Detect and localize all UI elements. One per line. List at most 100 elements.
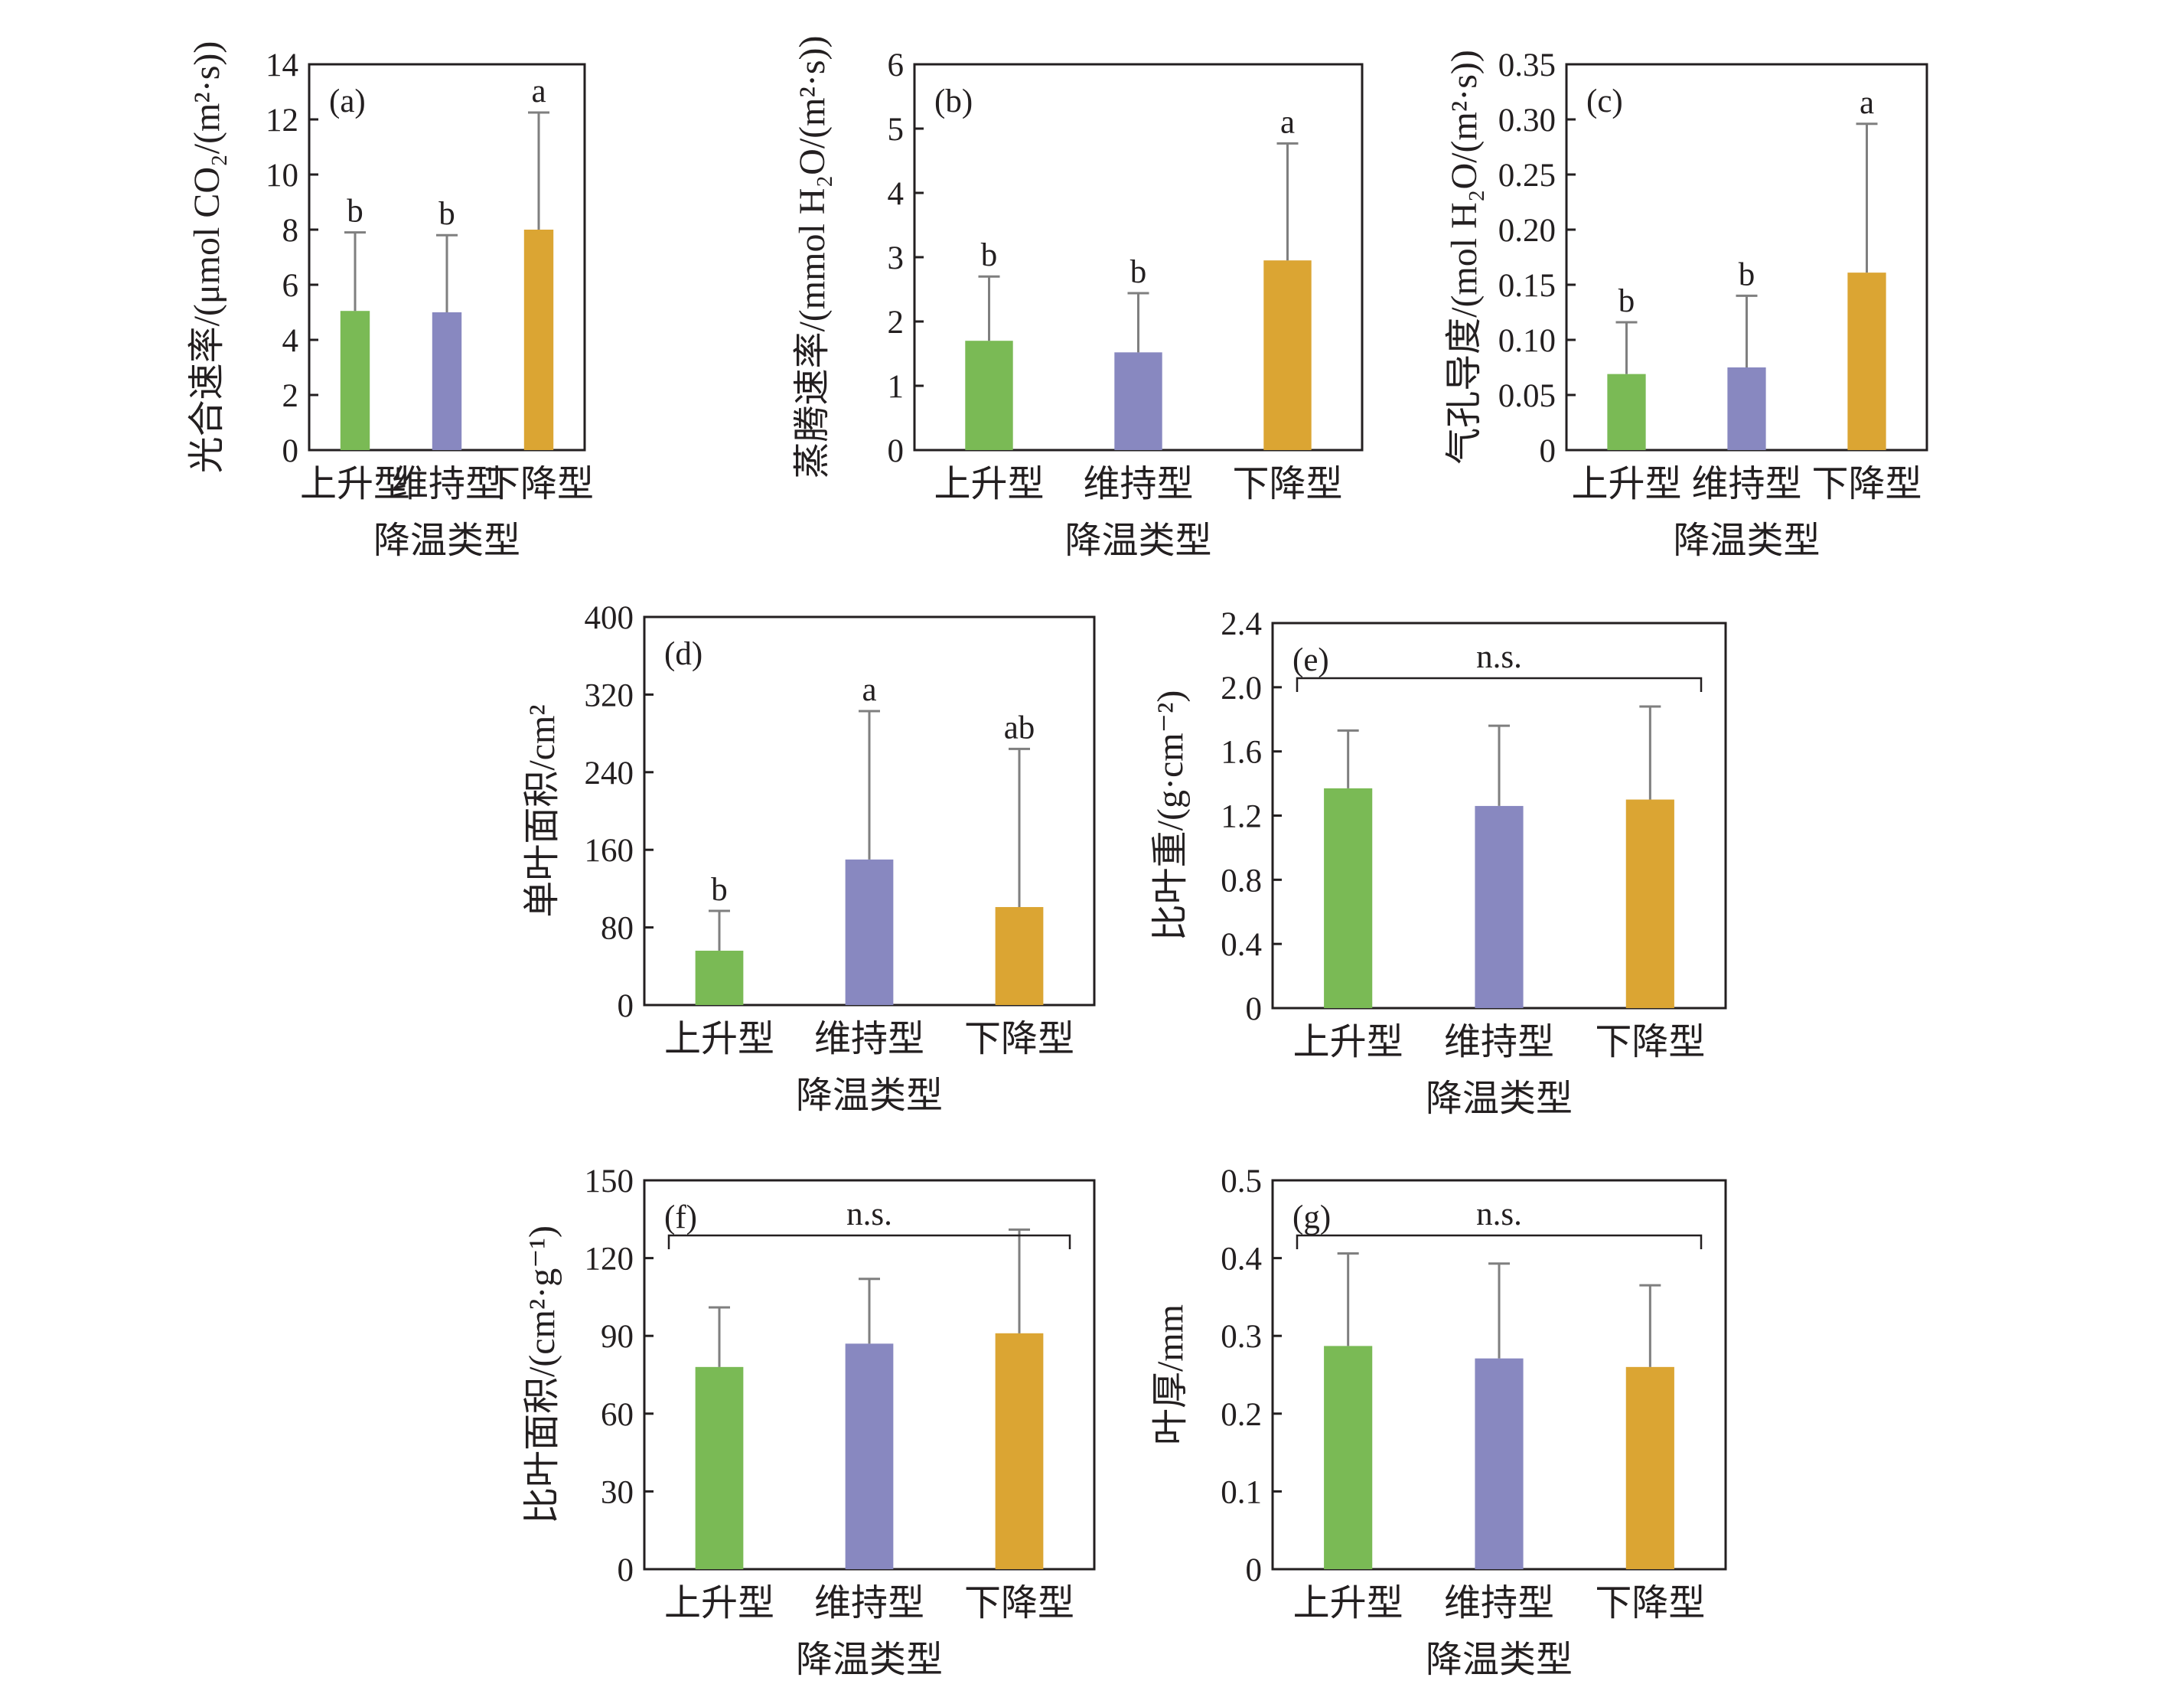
panel-label: (g) xyxy=(1292,1199,1331,1235)
y-tick-label: 150 xyxy=(585,1163,634,1199)
y-tick-label: 0 xyxy=(1540,433,1557,469)
y-tick-label: 6 xyxy=(282,268,299,304)
significance-bracket xyxy=(1296,1234,1703,1249)
x-category-label: 下降型 xyxy=(1811,464,1922,504)
error-bar xyxy=(1337,729,1359,788)
y-axis-title: 比叶面积/(cm²·g⁻¹) xyxy=(522,1225,562,1524)
y-axis-title: 蒸腾速率/(mmol H₂O/(m²·s)) xyxy=(792,35,833,478)
x-category-label: 上升型 xyxy=(300,464,410,504)
significance-label: b xyxy=(438,196,455,232)
y-tick-label: 8 xyxy=(282,213,299,249)
bracket-label: n.s. xyxy=(1476,639,1522,675)
error-bar xyxy=(1856,122,1878,273)
y-tick-label: 2.4 xyxy=(1221,606,1262,642)
y-axis-title: 叶厚/mm xyxy=(1150,1304,1191,1445)
y-tick-label: 10 xyxy=(266,158,298,194)
error-bar xyxy=(978,275,1000,341)
y-tick-label: 14 xyxy=(266,47,298,83)
y-tick-label: 5 xyxy=(888,112,905,148)
significance-label: b xyxy=(1130,254,1147,290)
bracket-label: n.s. xyxy=(1476,1196,1522,1232)
x-category-label: 上升型 xyxy=(1293,1022,1403,1062)
significance-label: b xyxy=(1739,256,1755,292)
y-tick-label: 0.35 xyxy=(1498,47,1556,83)
error-bar xyxy=(859,1278,880,1344)
x-axis-title: 降温类型 xyxy=(796,1640,943,1680)
significance-label: a xyxy=(531,73,546,109)
bar xyxy=(1475,1358,1524,1569)
bar xyxy=(1263,260,1312,450)
bar xyxy=(1324,1346,1373,1569)
bar xyxy=(995,906,1044,1005)
y-tick-label: 0 xyxy=(888,433,905,469)
significance-label: a xyxy=(862,672,876,708)
bar xyxy=(845,859,894,1005)
bar xyxy=(432,312,462,450)
panel-label: (e) xyxy=(1292,642,1329,678)
y-tick-label: 4 xyxy=(888,176,905,212)
bar xyxy=(1625,1366,1674,1569)
bar xyxy=(965,341,1013,450)
y-tick-label: 1.6 xyxy=(1221,735,1262,771)
y-tick-label: 6 xyxy=(888,47,905,83)
significance-label: b xyxy=(347,194,363,230)
y-tick-label: 0 xyxy=(1246,991,1263,1027)
panel-label: (f) xyxy=(664,1199,697,1235)
bar xyxy=(995,1333,1044,1569)
y-tick-label: 0.20 xyxy=(1498,213,1556,249)
x-axis-title: 降温类型 xyxy=(373,521,520,561)
error-bar xyxy=(1615,321,1638,374)
x-category-label: 维持型 xyxy=(1083,464,1193,504)
y-tick-label: 0.25 xyxy=(1498,158,1556,194)
y-tick-label: 60 xyxy=(601,1397,634,1433)
error-bar xyxy=(1639,1284,1661,1367)
x-category-label: 下降型 xyxy=(1232,464,1342,504)
significance-label: b xyxy=(1618,283,1635,319)
y-tick-label: 160 xyxy=(585,833,634,869)
y-tick-label: 0.5 xyxy=(1221,1163,1262,1199)
y-axis-title: 气孔导度/(mol H₂O/(m²·s)) xyxy=(1444,50,1485,465)
bar xyxy=(695,951,744,1005)
y-tick-label: 2 xyxy=(888,305,905,341)
error-bar xyxy=(1009,747,1030,907)
panel-label: (b) xyxy=(934,83,973,119)
x-category-label: 下降型 xyxy=(1595,1583,1705,1624)
error-bar xyxy=(1488,1262,1510,1359)
y-tick-label: 12 xyxy=(266,103,298,139)
x-category-label: 维持型 xyxy=(1444,1022,1554,1062)
y-tick-label: 2.0 xyxy=(1221,671,1262,707)
error-bar xyxy=(1009,1228,1030,1333)
y-tick-label: 240 xyxy=(585,756,634,791)
y-tick-label: 0 xyxy=(282,433,299,469)
error-bar xyxy=(1488,724,1510,806)
y-tick-label: 1 xyxy=(888,369,905,405)
y-tick-label: 320 xyxy=(585,677,634,713)
error-bar xyxy=(436,233,458,312)
y-tick-label: 0.4 xyxy=(1221,1242,1262,1278)
error-bar xyxy=(528,111,549,230)
y-tick-label: 120 xyxy=(585,1242,634,1278)
error-bar xyxy=(859,710,880,860)
x-category-label: 维持型 xyxy=(1444,1583,1554,1624)
panel-label: (a) xyxy=(329,83,366,119)
y-tick-label: 0.15 xyxy=(1498,268,1556,304)
y-tick-label: 0 xyxy=(1246,1552,1263,1588)
y-tick-label: 3 xyxy=(888,240,905,276)
x-category-label: 下降型 xyxy=(484,464,594,504)
x-category-label: 下降型 xyxy=(964,1583,1074,1624)
bar xyxy=(1114,352,1162,450)
y-tick-label: 0.3 xyxy=(1221,1319,1262,1355)
y-tick-label: 2 xyxy=(282,378,299,414)
x-category-label: 下降型 xyxy=(964,1019,1074,1059)
y-tick-label: 0.30 xyxy=(1498,103,1556,139)
x-axis-title: 降温类型 xyxy=(1673,521,1820,561)
significance-label: ab xyxy=(1004,710,1035,746)
y-tick-label: 0 xyxy=(618,1552,634,1588)
